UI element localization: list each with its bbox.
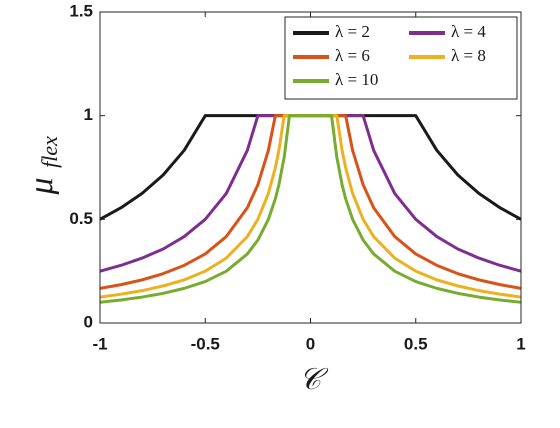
y-tick-label: 1	[84, 105, 93, 124]
x-tick-label: 0.5	[404, 334, 428, 353]
legend-label: λ = 8	[451, 46, 486, 65]
legend-label: λ = 10	[335, 70, 378, 89]
y-axis-label-group: μ flex	[23, 136, 62, 196]
y-tick-label: 0.5	[69, 209, 93, 228]
legend-label: λ = 4	[451, 22, 486, 41]
y-tick-label: 0	[84, 312, 93, 331]
legend-box	[284, 16, 518, 100]
y-axis-label: μ	[23, 177, 60, 195]
x-axis-label: 𝒞	[299, 363, 329, 396]
legend-label: λ = 2	[335, 22, 370, 41]
x-tick-label: 1	[516, 334, 525, 353]
y-tick-label: 1.5	[69, 1, 93, 20]
series-line	[99, 114, 522, 304]
x-tick-label: -1	[92, 334, 107, 353]
x-tick-label: 0	[306, 334, 315, 353]
legend-label: λ = 6	[335, 46, 370, 65]
x-tick-label: -0.5	[191, 334, 220, 353]
y-axis-label-subscript: flex	[37, 136, 62, 168]
